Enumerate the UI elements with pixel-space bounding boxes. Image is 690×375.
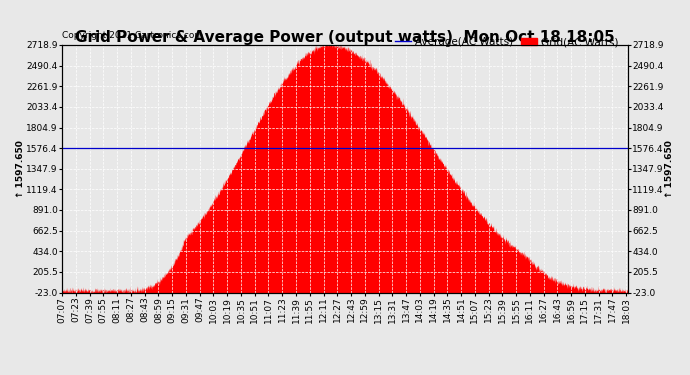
- Y-axis label: ↑ 1597.650: ↑ 1597.650: [665, 140, 674, 198]
- Y-axis label: ↑ 1597.650: ↑ 1597.650: [16, 140, 25, 198]
- Legend: Average(AC Watts), Grid(AC Watts): Average(AC Watts), Grid(AC Watts): [391, 33, 622, 51]
- Title: Grid Power & Average Power (output watts)  Mon Oct 18 18:05: Grid Power & Average Power (output watts…: [75, 30, 615, 45]
- Text: Copyright 2021 Cartronics.com: Copyright 2021 Cartronics.com: [62, 31, 204, 40]
